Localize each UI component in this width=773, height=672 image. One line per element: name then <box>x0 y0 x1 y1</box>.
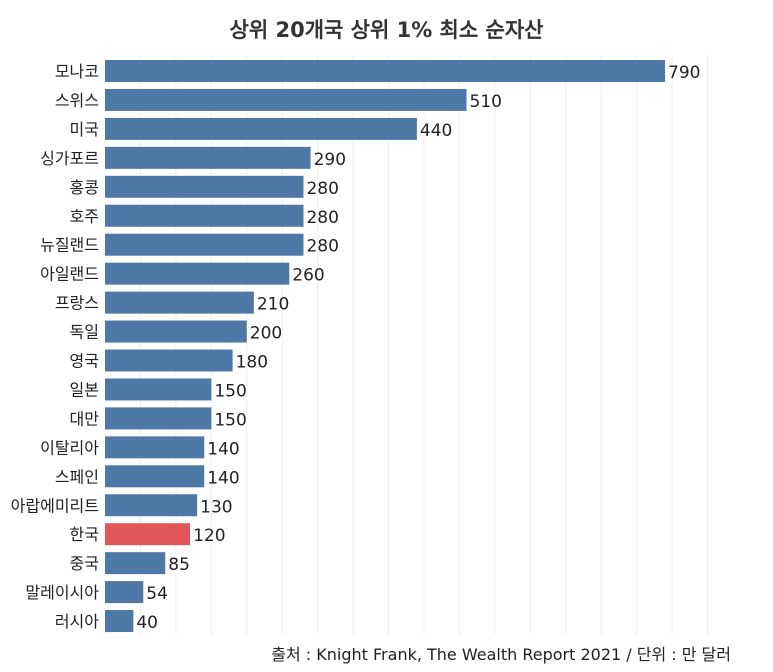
bar <box>105 88 467 111</box>
value-label: 280 <box>306 179 338 199</box>
value-label: 40 <box>136 613 158 633</box>
category-label: 프랑스 <box>55 294 99 313</box>
bar <box>105 349 233 372</box>
bar <box>105 494 198 517</box>
category-label: 아일랜드 <box>40 265 99 284</box>
bar <box>105 60 665 82</box>
value-label: 290 <box>314 150 346 170</box>
value-label: 180 <box>236 353 268 373</box>
category-label: 미국 <box>70 120 99 139</box>
value-label: 140 <box>207 439 239 459</box>
source-note: 출처 : Knight Frank, The Wealth Report 202… <box>271 645 731 664</box>
value-label: 790 <box>668 63 700 83</box>
value-label: 280 <box>306 237 338 257</box>
category-label: 싱가포르 <box>40 149 99 168</box>
bar <box>105 610 134 633</box>
category-label: 모나코 <box>55 62 99 81</box>
value-label: 260 <box>292 266 324 286</box>
category-label: 대만 <box>70 409 100 428</box>
bar <box>105 436 205 459</box>
bar <box>105 175 304 198</box>
value-label: 210 <box>257 295 289 315</box>
value-label: 440 <box>420 121 452 141</box>
bar <box>105 262 290 285</box>
value-label: 510 <box>470 92 502 112</box>
value-label: 85 <box>168 555 190 575</box>
bar <box>105 523 191 546</box>
value-label: 140 <box>207 468 239 488</box>
category-label: 영국 <box>70 352 99 371</box>
category-label: 호주 <box>70 207 99 226</box>
category-label: 독일 <box>70 323 99 342</box>
category-label: 아랍에미리트 <box>11 496 99 515</box>
value-label: 130 <box>200 497 232 517</box>
bar <box>105 117 417 140</box>
category-label: 한국 <box>70 525 99 544</box>
bar <box>105 146 311 169</box>
bar <box>105 465 205 488</box>
chart-title: 상위 20개국 상위 1% 최소 순자산 <box>229 18 544 42</box>
value-label: 150 <box>214 381 246 401</box>
category-label: 이탈리아 <box>40 438 99 457</box>
value-label: 200 <box>250 324 282 344</box>
category-label: 스위스 <box>55 91 99 110</box>
value-label: 54 <box>146 584 168 604</box>
value-label: 150 <box>214 410 246 430</box>
category-label: 말레이시아 <box>25 583 99 602</box>
bar <box>105 407 212 430</box>
category-label: 홍콩 <box>70 178 99 197</box>
bar <box>105 378 212 401</box>
category-label: 뉴질랜드 <box>40 236 99 255</box>
category-label: 일본 <box>70 380 99 399</box>
value-label: 120 <box>193 526 225 546</box>
bar <box>105 291 254 314</box>
bar <box>105 552 166 575</box>
category-label: 스페인 <box>55 467 99 486</box>
bar <box>105 233 304 256</box>
category-label: 러시아 <box>55 612 99 631</box>
value-label: 280 <box>306 208 338 228</box>
category-label: 중국 <box>70 554 99 573</box>
bar <box>105 320 247 343</box>
bar <box>105 581 144 604</box>
bar <box>105 204 304 227</box>
